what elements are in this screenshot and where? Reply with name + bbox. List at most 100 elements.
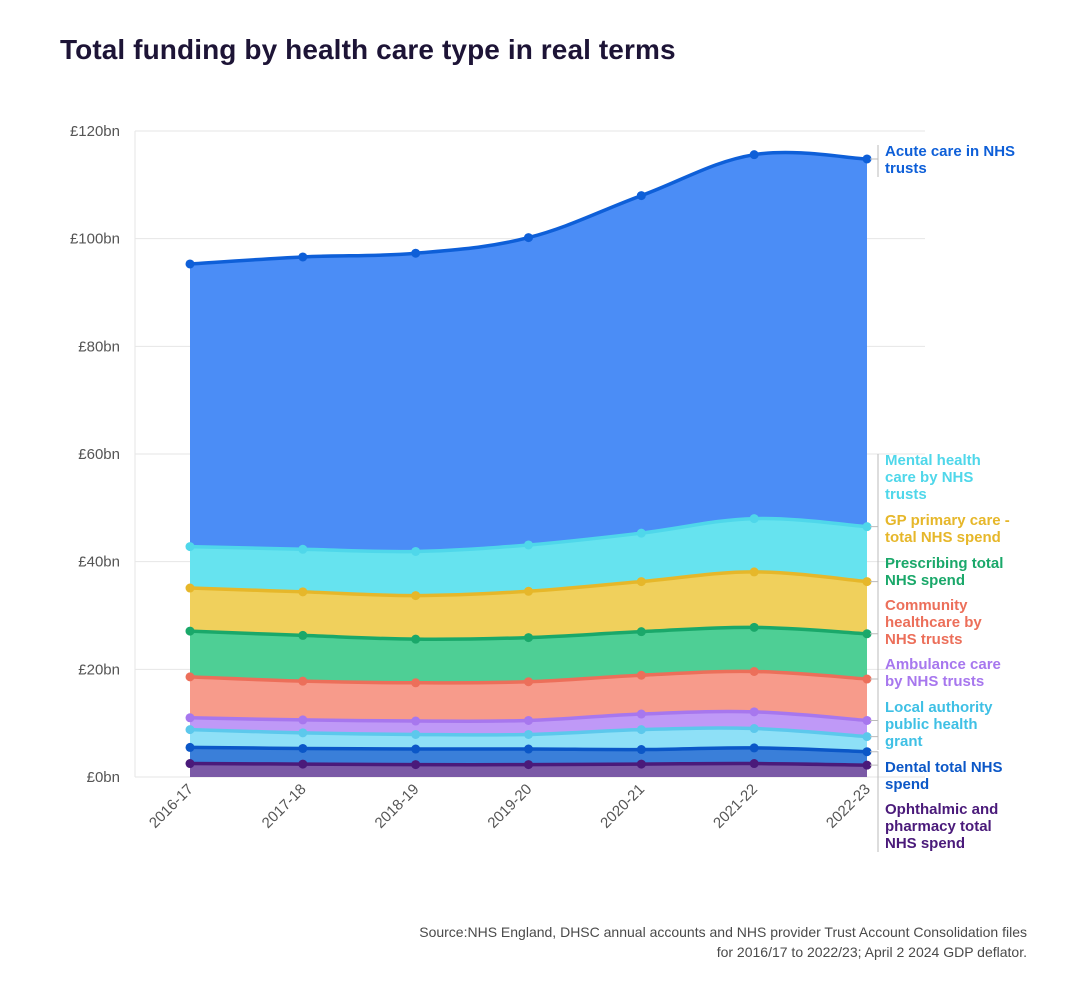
data-point[interactable] xyxy=(862,629,872,639)
data-point[interactable] xyxy=(298,544,308,554)
x-tick-label: 2019-20 xyxy=(484,781,535,832)
data-point[interactable] xyxy=(636,528,646,538)
data-point[interactable] xyxy=(298,676,308,686)
data-point[interactable] xyxy=(411,634,421,644)
data-point[interactable] xyxy=(862,577,872,587)
data-point[interactable] xyxy=(524,540,533,550)
area-7 xyxy=(190,518,867,596)
area-series xyxy=(190,152,867,777)
data-point[interactable] xyxy=(185,759,195,769)
data-point[interactable] xyxy=(862,674,872,684)
x-axis: 2016-17 2017-18 2018-19 2019-20 2020-21 2021-… xyxy=(146,781,874,832)
data-point[interactable] xyxy=(524,744,533,754)
y-tick-label: £100bn xyxy=(70,231,120,248)
data-point[interactable] xyxy=(411,760,421,770)
data-point[interactable] xyxy=(749,150,759,160)
series-points xyxy=(185,150,872,770)
data-point[interactable] xyxy=(298,252,308,262)
data-point[interactable] xyxy=(862,732,872,742)
y-tick-label: £0bn xyxy=(87,769,120,786)
data-point[interactable] xyxy=(298,743,308,753)
label-connector xyxy=(870,145,879,177)
area-6 xyxy=(190,571,867,640)
data-point[interactable] xyxy=(298,759,308,769)
data-point[interactable] xyxy=(524,633,533,643)
data-point[interactable] xyxy=(298,715,308,725)
series-label-ophthalmic: Ophthalmic and pharmacy total NHS spend xyxy=(885,801,998,852)
series-label-ambulance: Ambulance care by NHS trusts xyxy=(885,656,1001,690)
data-point[interactable] xyxy=(862,522,872,532)
data-point[interactable] xyxy=(185,259,195,269)
data-point[interactable] xyxy=(185,725,195,735)
data-point[interactable] xyxy=(524,760,533,770)
data-point[interactable] xyxy=(749,759,759,769)
x-tick-label: 2016-17 xyxy=(146,781,197,832)
label-connector xyxy=(870,701,879,750)
series-label-community: Community healthcare by NHS trusts xyxy=(885,597,982,648)
x-tick-label: 2020-21 xyxy=(597,781,648,832)
data-point[interactable] xyxy=(185,672,195,682)
data-point[interactable] xyxy=(636,745,646,755)
data-point[interactable] xyxy=(749,707,759,717)
y-tick-label: £60bn xyxy=(78,446,120,463)
data-point[interactable] xyxy=(411,678,421,688)
x-tick-label: 2017-18 xyxy=(259,781,310,832)
data-point[interactable] xyxy=(524,677,533,687)
data-point[interactable] xyxy=(185,742,195,752)
label-connector xyxy=(870,764,879,852)
area-1 xyxy=(190,747,867,766)
x-tick-label: 2022-23 xyxy=(823,781,874,832)
data-point[interactable] xyxy=(524,729,533,739)
data-point[interactable] xyxy=(636,191,646,201)
data-point[interactable] xyxy=(411,716,421,726)
data-point[interactable] xyxy=(636,627,646,637)
area-5 xyxy=(190,627,867,683)
data-point[interactable] xyxy=(524,233,533,243)
y-axis: £0bn £20bn £40bn £60bn £80bn £100bn £120bn xyxy=(70,123,120,786)
source-note: Source:NHS England, DHSC annual accounts… xyxy=(419,924,1027,960)
data-point[interactable] xyxy=(749,567,759,577)
data-point[interactable] xyxy=(411,248,421,258)
area-0 xyxy=(190,763,867,777)
data-point[interactable] xyxy=(749,514,759,524)
data-point[interactable] xyxy=(411,729,421,739)
label-connector xyxy=(870,514,879,583)
data-point[interactable] xyxy=(185,626,195,636)
data-point[interactable] xyxy=(749,622,759,632)
data-point[interactable] xyxy=(636,577,646,587)
data-point[interactable] xyxy=(862,747,872,757)
data-point[interactable] xyxy=(749,666,759,676)
data-point[interactable] xyxy=(185,713,195,723)
data-point[interactable] xyxy=(411,591,421,601)
data-point[interactable] xyxy=(185,583,195,593)
series-label-local: Local authority public health grant xyxy=(885,699,993,750)
series-label-gp: GP primary care -total NHS spend xyxy=(885,512,1010,546)
data-point[interactable] xyxy=(185,542,195,552)
data-point[interactable] xyxy=(298,587,308,597)
data-point[interactable] xyxy=(749,724,759,734)
series-labels: Acute care in NHS trusts Mental health care… xyxy=(870,143,1015,852)
data-point[interactable] xyxy=(298,630,308,640)
data-point[interactable] xyxy=(636,709,646,719)
label-connector xyxy=(870,454,879,528)
data-point[interactable] xyxy=(749,743,759,753)
data-point[interactable] xyxy=(636,759,646,769)
data-point[interactable] xyxy=(862,715,872,725)
x-tick-label: 2021-22 xyxy=(710,781,761,832)
data-point[interactable] xyxy=(524,586,533,596)
y-tick-label: £20bn xyxy=(78,661,120,678)
data-point[interactable] xyxy=(862,154,872,164)
data-point[interactable] xyxy=(411,546,421,556)
label-connector xyxy=(870,599,879,680)
data-point[interactable] xyxy=(298,728,308,738)
data-point[interactable] xyxy=(411,744,421,754)
series-label-prescribing: Prescribing total NHS spend xyxy=(885,555,1003,589)
series-label-dental: Dental total NHS spend xyxy=(885,759,1003,793)
data-point[interactable] xyxy=(862,760,872,770)
chart-title: Total funding by health care type in rea… xyxy=(60,34,676,65)
data-point[interactable] xyxy=(524,715,533,725)
data-point[interactable] xyxy=(636,670,646,680)
label-connector xyxy=(870,557,879,635)
data-point[interactable] xyxy=(636,725,646,735)
label-connector xyxy=(870,751,879,793)
